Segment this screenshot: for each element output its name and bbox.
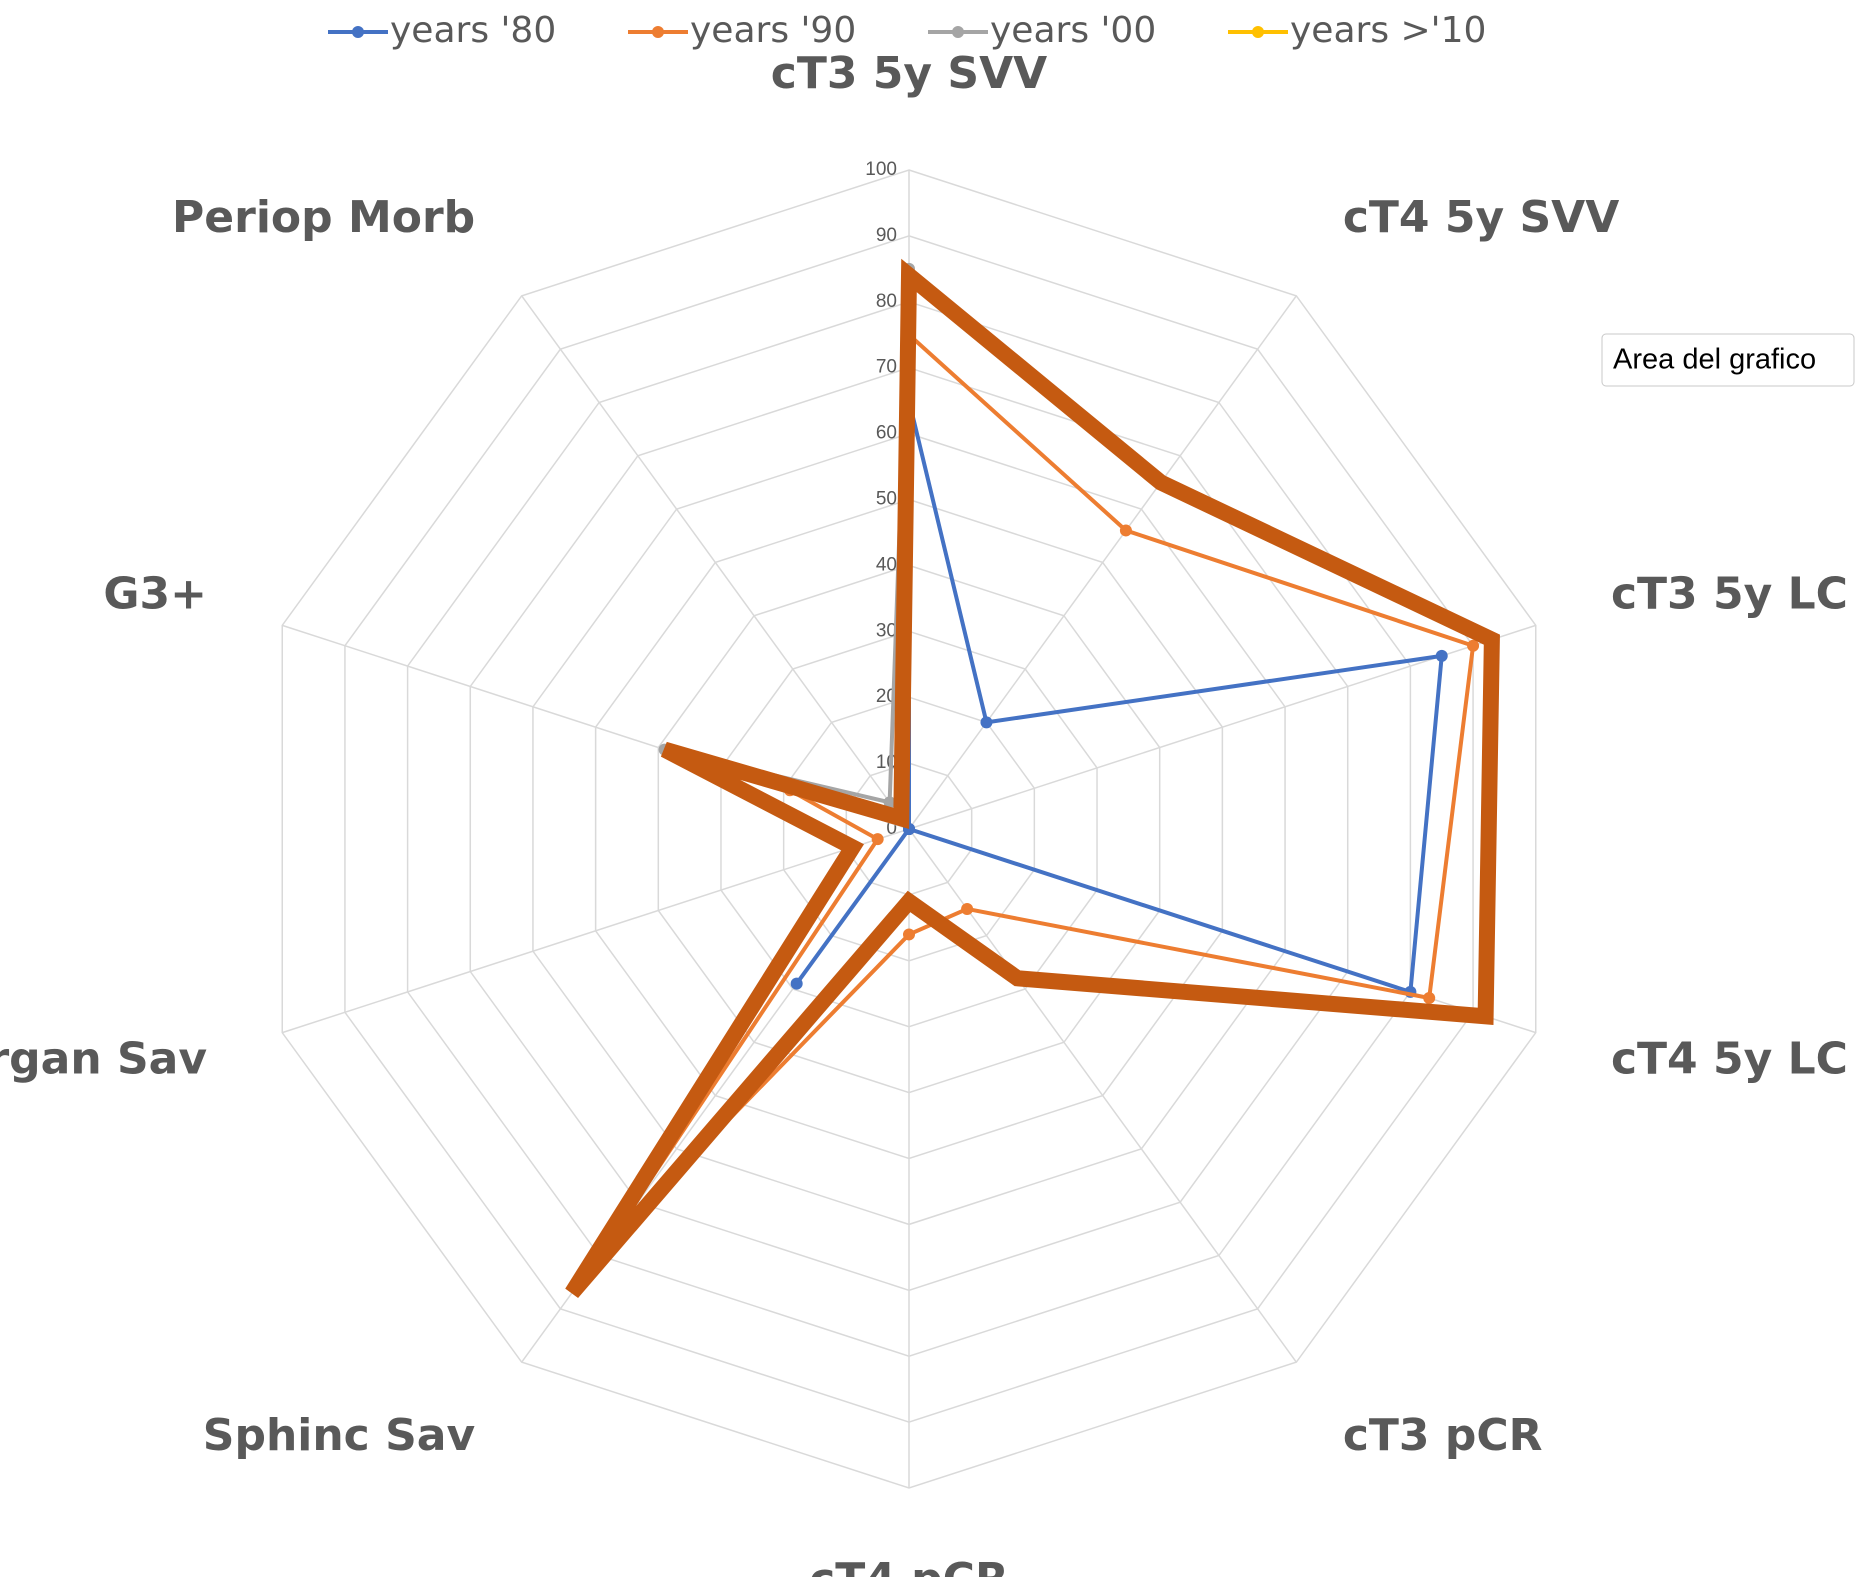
point xyxy=(790,977,803,990)
y-tick-label: 30 xyxy=(876,620,897,641)
spoke xyxy=(908,828,1297,1363)
category-label: cT3 pCR xyxy=(1343,1410,1543,1461)
spoke xyxy=(282,828,910,1034)
y-tick-label: 70 xyxy=(876,357,897,378)
series-line xyxy=(795,400,1444,995)
y-tick-label: 50 xyxy=(876,489,897,510)
point xyxy=(883,796,896,809)
legend-marker xyxy=(652,26,664,38)
legend-label: years '00 xyxy=(990,10,1156,51)
point xyxy=(903,928,915,941)
point xyxy=(961,902,974,915)
legend-label: years '80 xyxy=(390,10,556,51)
spoke xyxy=(908,295,1297,830)
y-tick-label: 0 xyxy=(886,818,897,839)
category-label: cT3 5y SVV xyxy=(771,48,1047,99)
legend-marker xyxy=(952,26,964,38)
category-label: cT3 5y LC xyxy=(1611,568,1848,619)
category-label: cT4 5y LC xyxy=(1611,1034,1848,1085)
category-label: cT4 5y SVV xyxy=(1343,192,1619,243)
legend-marker xyxy=(1252,26,1264,38)
y-tick-label: 90 xyxy=(876,225,897,246)
y-tick-label: 10 xyxy=(876,752,897,773)
y-tick-label: 40 xyxy=(876,554,897,575)
y-tick-label: 60 xyxy=(876,423,897,444)
point xyxy=(871,833,884,846)
series-line xyxy=(565,258,1500,1299)
y-tick-label: 100 xyxy=(865,159,897,180)
y-tick-label: 80 xyxy=(876,291,897,312)
tooltip-box xyxy=(1601,333,1855,387)
category-label: cT4 pCR xyxy=(809,1554,1009,1577)
tooltip: Area del grafico xyxy=(1601,333,1855,387)
category-label: Sphinc Sav xyxy=(203,1410,476,1461)
point xyxy=(1435,649,1448,662)
legend-marker xyxy=(352,26,364,38)
category-label: Periop Morb xyxy=(172,192,475,243)
tooltip-text: Area del grafico xyxy=(1613,344,1816,376)
spoke xyxy=(521,295,910,830)
legend-label: years '90 xyxy=(690,10,856,51)
point xyxy=(1119,524,1132,537)
point xyxy=(980,716,993,729)
point xyxy=(1467,639,1480,652)
category-label: Organ Sav xyxy=(0,1034,207,1085)
legend-label: years >'10 xyxy=(1290,10,1486,51)
point xyxy=(1423,992,1436,1005)
category-label: G3+ xyxy=(103,568,207,619)
